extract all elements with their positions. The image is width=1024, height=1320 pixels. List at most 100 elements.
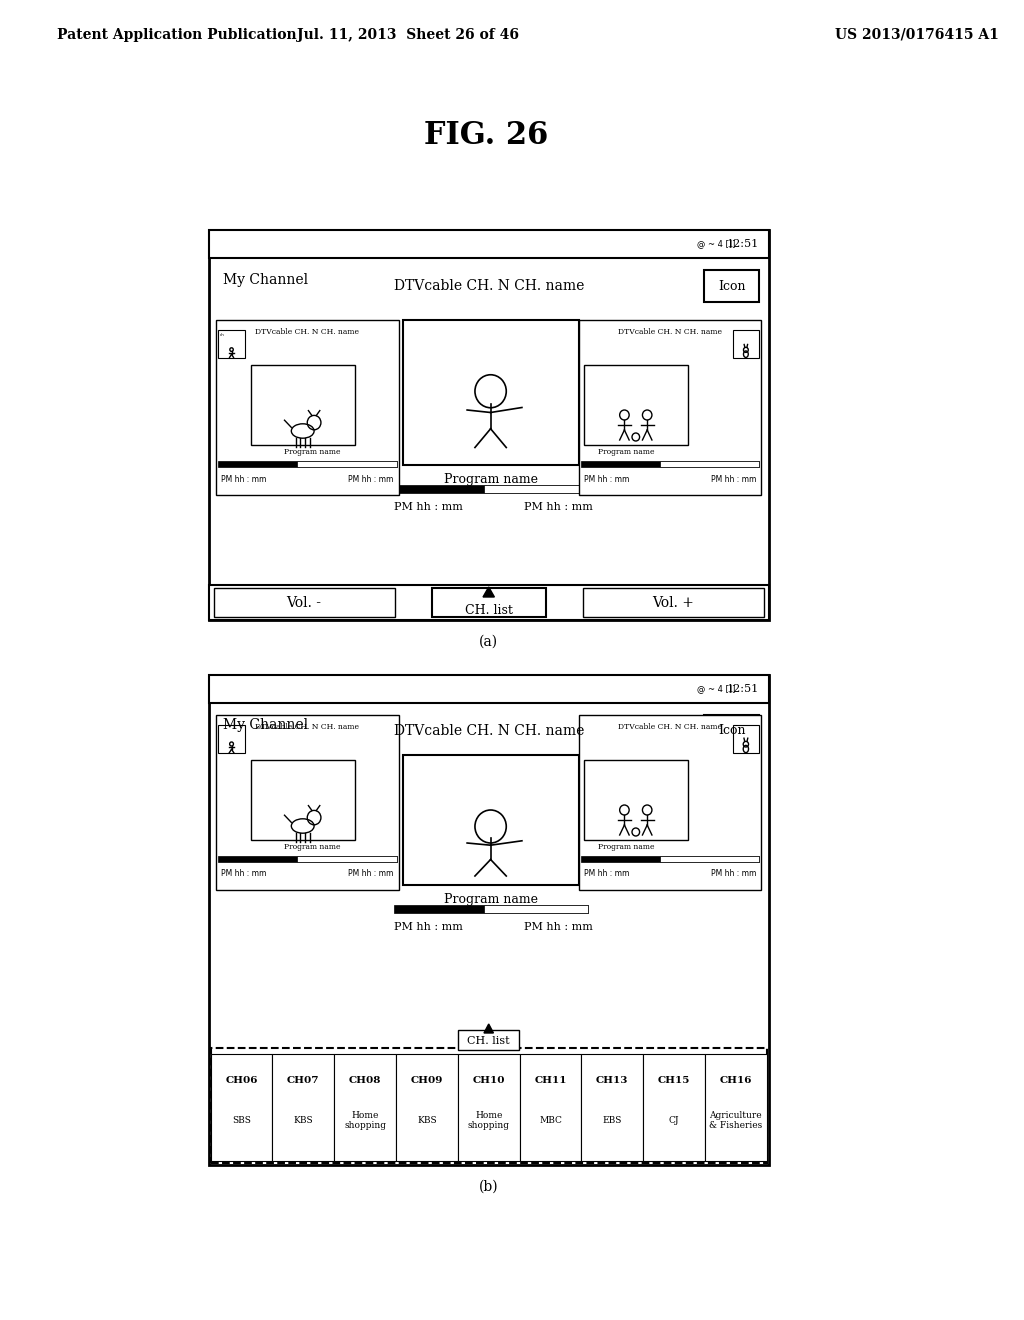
Text: PM hh : mm: PM hh : mm — [394, 921, 463, 932]
Text: My Channel: My Channel — [223, 273, 308, 286]
Text: PM hh : mm: PM hh : mm — [394, 502, 463, 512]
Text: Icon: Icon — [718, 725, 745, 738]
Text: Program name: Program name — [598, 447, 654, 455]
Bar — [659, 461, 759, 467]
Text: CH07: CH07 — [287, 1076, 319, 1085]
Bar — [659, 855, 759, 862]
Text: Patent Application Publication: Patent Application Publication — [57, 28, 297, 42]
Bar — [403, 319, 579, 465]
Bar — [519, 1053, 582, 1162]
Bar — [209, 675, 769, 704]
Text: KBS: KBS — [417, 1115, 436, 1125]
Bar — [211, 1053, 272, 1162]
Text: KBS: KBS — [294, 1115, 313, 1125]
Text: DTVcable CH. N CH. name: DTVcable CH. N CH. name — [617, 723, 722, 731]
Bar — [209, 230, 769, 257]
Text: Jul. 11, 2013  Sheet 26 of 46: Jul. 11, 2013 Sheet 26 of 46 — [297, 28, 519, 42]
Text: CH. list: CH. list — [467, 1036, 510, 1045]
Bar — [584, 760, 688, 840]
Text: Vol. +: Vol. + — [652, 597, 693, 610]
Bar — [251, 760, 355, 840]
Bar — [583, 587, 764, 616]
Text: My Channel: My Channel — [223, 718, 308, 733]
Bar — [432, 587, 546, 616]
Text: SBS: SBS — [232, 1115, 251, 1125]
Text: PM hh : mm: PM hh : mm — [584, 870, 629, 879]
Bar — [251, 366, 355, 445]
Bar — [334, 1053, 396, 1162]
Text: CH15: CH15 — [657, 1076, 690, 1085]
Text: @ ~ 4 []]: @ ~ 4 []] — [697, 685, 736, 693]
Text: PM hh : mm: PM hh : mm — [348, 474, 394, 483]
Polygon shape — [484, 1024, 494, 1034]
Text: DTVcable CH. N CH. name: DTVcable CH. N CH. name — [255, 327, 359, 337]
Text: CH13: CH13 — [596, 1076, 629, 1085]
Bar — [394, 484, 589, 492]
Bar — [732, 330, 759, 358]
Text: PM hh : mm: PM hh : mm — [584, 474, 629, 483]
Text: Program name: Program name — [284, 843, 340, 851]
Text: Home
shopping: Home shopping — [468, 1110, 510, 1130]
Polygon shape — [483, 587, 495, 597]
Text: CJ: CJ — [669, 1115, 679, 1125]
Text: PM hh : mm: PM hh : mm — [221, 474, 266, 483]
Bar — [581, 461, 759, 467]
Bar — [297, 461, 396, 467]
Text: CH. list: CH. list — [465, 603, 513, 616]
Text: Vol. -: Vol. - — [286, 597, 322, 610]
Text: Agriculture
& Fisheries: Agriculture & Fisheries — [710, 1110, 763, 1130]
Bar — [218, 855, 396, 862]
Bar — [216, 319, 398, 495]
Bar — [584, 366, 688, 445]
Text: CH16: CH16 — [720, 1076, 752, 1085]
Text: (a): (a) — [479, 635, 499, 649]
Bar — [579, 319, 761, 495]
Bar — [396, 1053, 458, 1162]
Bar — [732, 725, 759, 752]
Bar — [458, 1053, 519, 1162]
Bar — [582, 1053, 643, 1162]
Text: (b): (b) — [479, 1180, 499, 1195]
Text: CH06: CH06 — [225, 1076, 258, 1085]
Text: PM hh : mm: PM hh : mm — [348, 870, 394, 879]
Text: @ ~ 4 []]: @ ~ 4 []] — [697, 239, 736, 248]
Text: PM hh : mm: PM hh : mm — [711, 474, 757, 483]
Text: PM hh : mm: PM hh : mm — [221, 870, 266, 879]
Text: ch: ch — [220, 333, 225, 337]
Bar — [214, 587, 395, 616]
Bar — [211, 1048, 767, 1163]
Text: DTVcable CH. N CH. name: DTVcable CH. N CH. name — [393, 723, 584, 738]
Text: FIG. 26: FIG. 26 — [424, 120, 548, 150]
Bar — [705, 271, 759, 302]
Text: 12:51: 12:51 — [727, 239, 759, 249]
Text: EBS: EBS — [602, 1115, 622, 1125]
Bar — [216, 715, 398, 890]
Text: CH08: CH08 — [349, 1076, 381, 1085]
Text: Program name: Program name — [284, 447, 340, 455]
Bar — [484, 906, 589, 913]
Bar — [209, 585, 769, 620]
Text: PM hh : mm: PM hh : mm — [524, 502, 593, 512]
Bar — [581, 855, 759, 862]
Bar — [394, 906, 589, 913]
Bar — [579, 715, 761, 890]
Bar — [705, 715, 759, 747]
Text: Program name: Program name — [443, 894, 538, 907]
Text: CH10: CH10 — [472, 1076, 505, 1085]
Bar — [209, 675, 769, 1166]
Text: DTVcable CH. N CH. name: DTVcable CH. N CH. name — [393, 279, 584, 293]
Bar — [272, 1053, 334, 1162]
Bar — [403, 755, 579, 884]
Bar — [209, 230, 769, 620]
Bar — [297, 855, 396, 862]
Bar — [643, 1053, 705, 1162]
Text: DTVcable CH. N CH. name: DTVcable CH. N CH. name — [255, 723, 359, 731]
Text: CH11: CH11 — [535, 1076, 566, 1085]
Text: Program name: Program name — [443, 474, 538, 487]
Text: US 2013/0176415 A1: US 2013/0176415 A1 — [836, 28, 999, 42]
Bar — [459, 1030, 519, 1049]
Text: CH09: CH09 — [411, 1076, 443, 1085]
Text: PM hh : mm: PM hh : mm — [711, 870, 757, 879]
Text: MBC: MBC — [539, 1115, 562, 1125]
Bar — [218, 330, 245, 358]
